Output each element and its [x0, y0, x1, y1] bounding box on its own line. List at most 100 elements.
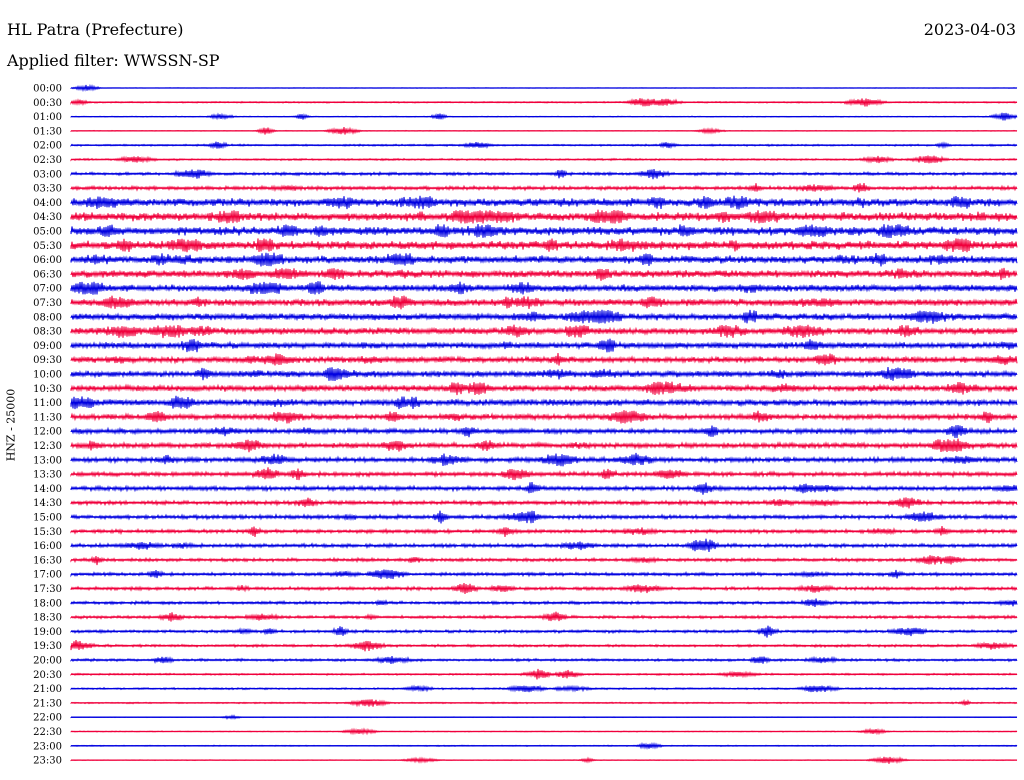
seismic-trace	[70, 183, 1018, 193]
time-tick-label: 14:00	[33, 484, 62, 495]
time-tick-label: 00:30	[33, 98, 62, 109]
station-title: HL Patra (Prefecture)	[7, 20, 184, 39]
time-tick-label: 02:30	[33, 155, 62, 166]
seismic-trace	[70, 598, 1018, 607]
seismic-trace	[70, 195, 1018, 210]
seismic-trace	[70, 625, 1018, 638]
seismic-trace	[70, 98, 1018, 107]
seismic-trace	[70, 510, 1018, 524]
seismic-trace	[70, 252, 1018, 267]
seismic-trace	[70, 655, 1018, 665]
time-tick-label: 15:00	[33, 513, 62, 524]
seismic-trace	[70, 438, 1018, 453]
seismic-trace	[70, 467, 1018, 481]
time-tick-label: 21:00	[33, 684, 62, 695]
seismic-trace	[70, 698, 1018, 708]
time-tick-label: 05:00	[33, 227, 62, 238]
time-tick-label: 17:30	[33, 584, 62, 595]
seismic-trace	[70, 497, 1018, 509]
seismic-trace	[70, 583, 1018, 595]
time-tick-label: 05:30	[33, 241, 62, 252]
time-tick-label: 15:30	[33, 527, 62, 538]
seismic-trace	[70, 267, 1018, 281]
seismic-trace	[70, 611, 1018, 622]
time-tick-label: 09:00	[33, 341, 62, 352]
time-tick-label: 06:30	[33, 269, 62, 280]
seismic-trace	[70, 555, 1018, 566]
seismic-trace	[70, 714, 1018, 720]
seismic-trace	[70, 366, 1018, 382]
time-tick-label: 03:00	[33, 169, 62, 180]
time-tick-label: 03:30	[33, 184, 62, 195]
seismic-trace	[70, 452, 1018, 467]
seismic-trace	[70, 410, 1018, 424]
seismic-trace	[70, 741, 1018, 750]
record-date: 2023-04-03	[923, 20, 1016, 39]
time-tick-label: 21:30	[33, 698, 62, 709]
seismic-trace	[70, 324, 1018, 339]
time-tick-label: 16:00	[33, 541, 62, 552]
time-tick-label: 04:00	[33, 198, 62, 209]
time-tick-label: 18:30	[33, 613, 62, 624]
seismic-trace	[70, 83, 1018, 93]
seismic-trace	[70, 668, 1018, 680]
filter-label: Applied filter: WWSSN-SP	[7, 51, 220, 70]
time-tick-label: 23:30	[33, 756, 62, 767]
time-tick-label: 00:00	[33, 84, 62, 95]
seismic-trace	[70, 281, 1018, 295]
time-tick-label: 09:30	[33, 355, 62, 366]
time-tick-label: 10:00	[33, 370, 62, 381]
time-tick-label: 07:00	[33, 284, 62, 295]
time-tick-label: 12:30	[33, 441, 62, 452]
seismic-trace	[70, 238, 1018, 253]
seismic-trace	[70, 209, 1018, 224]
time-tick-label: 14:30	[33, 498, 62, 509]
seismic-trace	[70, 126, 1018, 135]
time-tick-label: 02:00	[33, 141, 62, 152]
time-tick-label: 19:30	[33, 641, 62, 652]
time-tick-label: 20:00	[33, 656, 62, 667]
seismic-trace	[70, 727, 1018, 736]
time-tick-label: 18:00	[33, 598, 62, 609]
seismic-trace	[70, 169, 1018, 180]
seismic-trace	[70, 309, 1018, 324]
time-tick-label: 04:30	[33, 212, 62, 223]
time-tick-label: 13:30	[33, 470, 62, 481]
seismic-trace	[70, 756, 1018, 765]
time-tick-label: 01:00	[33, 112, 62, 123]
seismic-trace	[70, 525, 1018, 538]
time-tick-label: 22:30	[33, 727, 62, 738]
time-tick-label: 06:00	[33, 255, 62, 266]
seismic-trace	[70, 640, 1018, 652]
seismic-trace	[70, 481, 1018, 495]
time-tick-label: 22:00	[33, 713, 62, 724]
seismic-trace	[70, 569, 1018, 580]
time-tick-label: 12:00	[33, 427, 62, 438]
time-tick-label: 07:30	[33, 298, 62, 309]
seismic-trace	[70, 295, 1018, 310]
seismic-trace	[70, 395, 1018, 410]
time-tick-label: 16:30	[33, 555, 62, 566]
seismic-trace	[70, 684, 1018, 693]
time-tick-label: 23:00	[33, 741, 62, 752]
seismic-trace	[70, 224, 1018, 238]
time-tick-label: 08:30	[33, 327, 62, 338]
seismic-trace	[70, 353, 1018, 366]
time-tick-label: 08:00	[33, 312, 62, 323]
time-tick-label: 11:30	[33, 412, 62, 423]
seismic-trace	[70, 155, 1018, 164]
time-tick-label: 17:00	[33, 570, 62, 581]
seismic-trace	[70, 112, 1018, 121]
time-tick-label: 01:30	[33, 126, 62, 137]
seismic-trace	[70, 141, 1018, 150]
seismic-trace	[70, 381, 1018, 396]
time-tick-label: 10:30	[33, 384, 62, 395]
seismic-trace	[70, 538, 1018, 552]
seismic-trace	[70, 338, 1018, 353]
time-tick-label: 11:00	[33, 398, 62, 409]
time-tick-label: 20:30	[33, 670, 62, 681]
time-tick-label: 13:00	[33, 455, 62, 466]
time-tick-label: 19:00	[33, 627, 62, 638]
